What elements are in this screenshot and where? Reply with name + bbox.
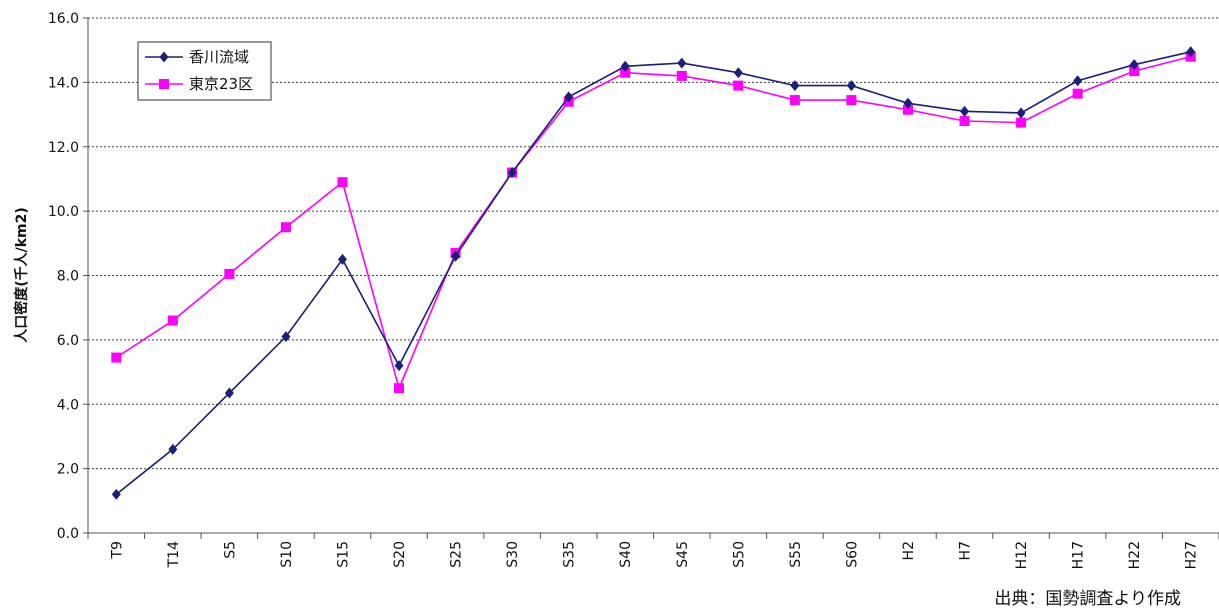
y-tick-label: 10.0 [48, 204, 79, 220]
data-point-square [620, 67, 631, 78]
x-tick-label: S25 [449, 541, 465, 568]
x-tick-label: S15 [335, 541, 351, 568]
y-tick-label: 12.0 [48, 140, 79, 156]
y-tick-label: 8.0 [57, 269, 79, 285]
data-point-diamond [337, 253, 347, 265]
data-point-diamond [1129, 59, 1139, 71]
data-point-square [959, 116, 970, 126]
x-tick-label: S30 [505, 541, 521, 568]
data-point-diamond [281, 331, 291, 343]
data-point-diamond [620, 60, 630, 72]
y-tick-label: 2.0 [57, 462, 79, 478]
data-point-diamond [168, 443, 178, 455]
data-point-diamond [733, 67, 743, 79]
data-point-diamond [846, 80, 856, 92]
data-point-square [846, 95, 857, 106]
data-point-diamond [111, 488, 121, 500]
x-tick-label: S40 [618, 541, 634, 568]
grid-lines [88, 17, 1219, 470]
x-tick-label: S45 [675, 541, 691, 568]
y-tick-label: 4.0 [57, 397, 79, 413]
data-point-diamond [903, 97, 913, 109]
data-point-diamond [564, 91, 574, 103]
x-tick-label: S20 [392, 541, 408, 568]
series-group [111, 46, 1196, 500]
legend-label: 東京23区 [189, 75, 253, 93]
x-tick-label: S10 [279, 541, 295, 568]
data-point-diamond [1016, 107, 1026, 119]
data-point-diamond [677, 57, 687, 69]
data-point-square [167, 315, 178, 326]
data-point-square [902, 104, 913, 115]
y-tick-label: 14.0 [48, 75, 79, 91]
legend-box [137, 41, 272, 101]
data-point-square [280, 222, 291, 233]
series-line [115, 51, 1191, 496]
legend-label: 香川流域 [189, 48, 249, 66]
data-point-square [1072, 88, 1083, 99]
data-point-square [394, 383, 405, 394]
legend-marker-square [159, 79, 169, 89]
x-tick-label: S50 [731, 541, 747, 568]
x-tick-label: T9 [109, 541, 125, 559]
legend-marker-diamond [159, 51, 169, 63]
source-note: 出典：国勢調査より作成 [994, 589, 1181, 609]
data-point-diamond [1073, 75, 1083, 87]
data-point-square [1129, 66, 1140, 77]
x-tick-label: S60 [844, 541, 860, 568]
y-axis-label: 人口密度(千人/km2) [13, 207, 30, 343]
y-tick-label: 0.0 [57, 526, 79, 542]
data-point-square [733, 80, 744, 91]
x-tick-label: H17 [1071, 541, 1087, 569]
x-tick-label: T14 [166, 541, 182, 568]
x-tick-label: H2 [901, 541, 917, 560]
data-point-diamond [224, 387, 234, 399]
data-point-diamond [394, 360, 404, 372]
y-tick-labels: 0.0 2.0 4.0 6.0 8.0 10.0 12.0 14.0 16.0 [48, 11, 79, 542]
x-tick-label: S5 [222, 541, 238, 559]
series-line [115, 55, 1191, 391]
data-point-diamond [451, 250, 461, 262]
data-point-square [111, 352, 122, 363]
data-point-square [1016, 117, 1027, 128]
data-point-diamond [1186, 46, 1196, 58]
x-tick-label: H7 [958, 541, 974, 560]
axes [83, 17, 1219, 539]
data-point-square [337, 177, 348, 188]
data-point-diamond [960, 105, 970, 117]
data-point-square [224, 268, 235, 279]
data-point-diamond [790, 80, 800, 92]
data-point-square [789, 95, 800, 106]
x-tick-label: S35 [562, 541, 578, 568]
x-tick-labels: T9 T14 S5 S10 S15 S20 S25 S30 S35 S40 S45 S50 S55 S60… [109, 541, 1199, 569]
data-point-diamond [507, 167, 517, 178]
y-tick-label: 16.0 [48, 11, 79, 27]
x-tick-label: H12 [1014, 541, 1030, 569]
x-tick-label: S55 [788, 541, 804, 568]
x-tick-label: H22 [1127, 541, 1143, 569]
y-tick-label: 6.0 [57, 333, 79, 349]
data-point-square [676, 70, 687, 81]
x-tick-label: H27 [1184, 541, 1200, 569]
